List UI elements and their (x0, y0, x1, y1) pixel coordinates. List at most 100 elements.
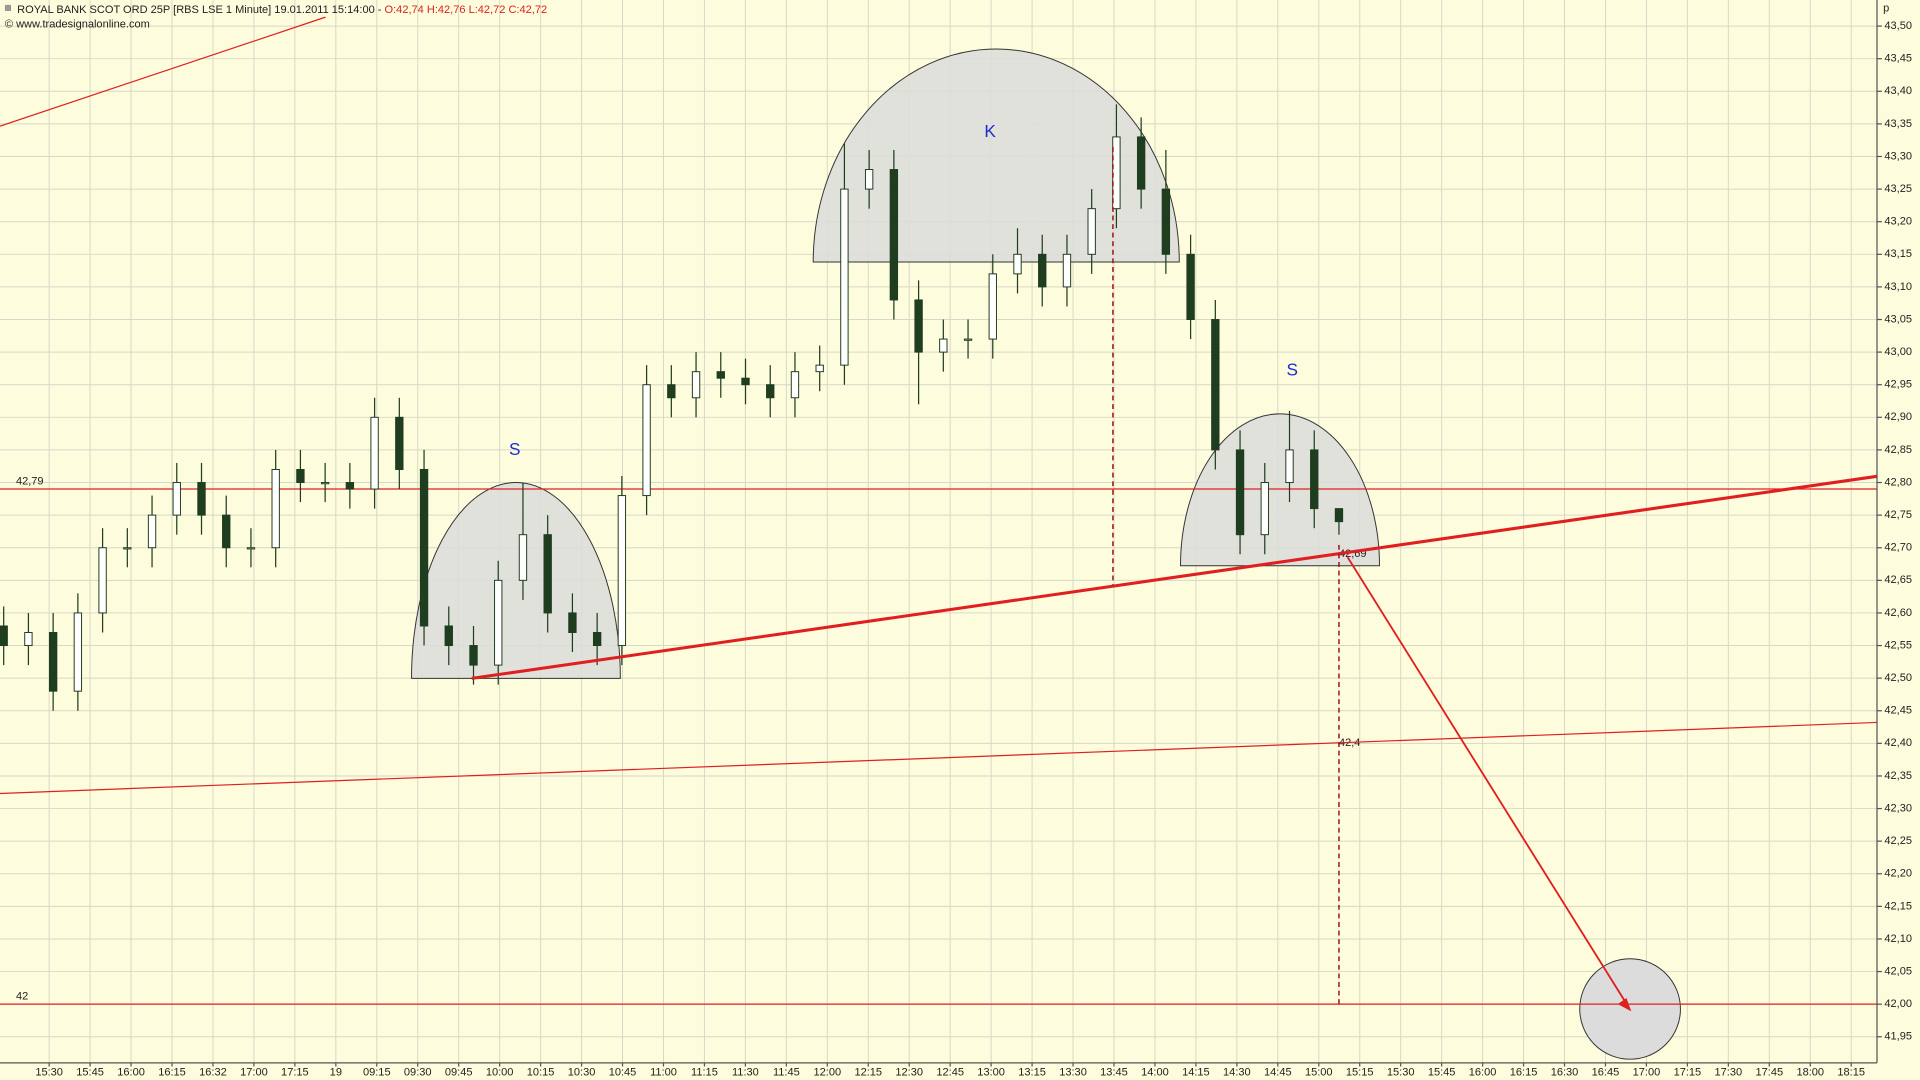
neckline (471, 474, 1878, 680)
y-tick-label: 43,45 (1884, 53, 1912, 65)
x-tick-label: 19 (330, 1067, 342, 1079)
pattern-label: S (1287, 360, 1298, 380)
x-tick-label: 15:30 (35, 1067, 63, 1079)
x-tick-label: 16:15 (1510, 1067, 1538, 1079)
x-tick-label: 18:15 (1837, 1067, 1865, 1079)
arrow-head (1617, 997, 1632, 1012)
candle-body (1161, 188, 1171, 255)
candle-body (815, 364, 824, 373)
candle-body (98, 547, 107, 614)
candle-body (988, 273, 997, 340)
candle-body (1334, 508, 1344, 523)
x-tick-label: 09:30 (404, 1067, 432, 1079)
x-tick-label: 11:15 (691, 1067, 718, 1079)
candle-body (716, 371, 725, 379)
y-tick-label: 42,35 (1884, 770, 1912, 782)
x-tick-label: 15:45 (1428, 1067, 1456, 1079)
candle-body (889, 169, 899, 301)
levels: 42,79 42 42,69 42,4 (0, 476, 1878, 1005)
candle-body (568, 612, 577, 633)
title-text: ROYAL BANK SCOT ORD 25P [RBS LSE 1 Minut… (17, 4, 384, 16)
x-tick-label: 13:00 (977, 1067, 1005, 1079)
price-label: 42,69 (1339, 548, 1367, 560)
candle-body (48, 632, 58, 692)
candle-body (0, 625, 8, 647)
y-tick-label: 42,75 (1884, 509, 1912, 521)
candle-body (172, 482, 181, 516)
x-tick-label: 11:30 (732, 1067, 759, 1079)
candle-body (617, 495, 627, 647)
candle-body (914, 299, 923, 353)
y-tick-label: 42,40 (1884, 737, 1912, 749)
x-tick-label: 11:00 (650, 1067, 677, 1079)
x-tick-label: 17:00 (1633, 1067, 1661, 1079)
candle-body (370, 416, 379, 490)
x-tick-label: 10:00 (486, 1067, 514, 1079)
y-tick-label: 42,95 (1884, 379, 1912, 391)
candle-body (1285, 449, 1294, 484)
x-tick-label: 10:30 (568, 1067, 596, 1079)
candle-body (444, 625, 453, 647)
x-tick-label: 16:45 (1592, 1067, 1620, 1079)
candle-body (296, 468, 305, 484)
candle-body (73, 612, 83, 692)
level-label: 42 (16, 991, 28, 1003)
y-tick-label: 42,50 (1884, 672, 1912, 684)
x-tick-label: 16:15 (158, 1067, 186, 1079)
y-tick-label: 42,30 (1884, 802, 1912, 814)
price-label: 42,4 (1339, 737, 1360, 749)
candle-body (642, 384, 651, 497)
candle-body (1211, 319, 1220, 451)
x-tick-label: 15:30 (1387, 1067, 1415, 1079)
target-arrow (1346, 556, 1626, 1003)
x-tick-label: 13:30 (1059, 1067, 1087, 1079)
candle-body (123, 547, 132, 550)
candles (0, 104, 1344, 711)
candle-body (419, 468, 429, 627)
y-tick-label: 43,30 (1884, 150, 1912, 162)
y-tick-label: 42,55 (1884, 639, 1912, 651)
x-tick-label: 14:15 (1182, 1067, 1210, 1079)
x-tick-label: 09:15 (363, 1067, 391, 1079)
x-tick-label: 15:00 (1305, 1067, 1333, 1079)
y-tick-label: 42,60 (1884, 607, 1912, 619)
candle-body (1260, 482, 1269, 536)
pattern-label: K (984, 121, 996, 141)
y-tick-label: 43,25 (1884, 183, 1912, 195)
y-tick-label: 42,90 (1884, 411, 1912, 423)
y-unit: p (1883, 2, 1889, 14)
chart-title: ROYAL BANK SCOT ORD 25P [RBS LSE 1 Minut… (17, 4, 547, 16)
x-tick-label: 17:30 (1715, 1067, 1743, 1079)
candle-body (741, 377, 750, 386)
x-tick-label: 14:45 (1264, 1067, 1292, 1079)
x-tick-label: 17:00 (240, 1067, 268, 1079)
candle-body (469, 645, 478, 666)
y-tick-label: 42,10 (1884, 933, 1912, 945)
candle-body (1062, 253, 1072, 288)
x-tick-label: 12:45 (936, 1067, 964, 1079)
candle-body (840, 188, 849, 366)
candle-body (1013, 253, 1022, 275)
y-tick-label: 42,25 (1884, 835, 1912, 847)
y-tick-label: 42,70 (1884, 542, 1912, 554)
y-tick-label: 43,35 (1884, 118, 1912, 130)
y-tick-label: 42,45 (1884, 705, 1912, 717)
ohlc-text: O:42,74 H:42,76 L:42,72 C:42,72 (385, 4, 548, 16)
y-axis-area (1877, 0, 1920, 1080)
level-label: 42,79 (16, 476, 44, 488)
y-tick-label: 43,00 (1884, 346, 1912, 358)
y-tick-label: 41,95 (1884, 1031, 1912, 1043)
x-tick-label: 12:00 (813, 1067, 841, 1079)
x-tick-label: 13:15 (1018, 1067, 1046, 1079)
candle-body (1186, 253, 1195, 320)
x-tick-label: 16:00 (117, 1067, 145, 1079)
candle-body (222, 514, 231, 549)
x-tick-label: 16:32 (199, 1067, 227, 1079)
y-tick-label: 42,80 (1884, 476, 1912, 488)
x-axis-area (0, 1062, 1920, 1080)
candle-body (592, 632, 602, 647)
candle-body (271, 468, 280, 549)
x-tick-label: 13:45 (1100, 1067, 1128, 1079)
y-tick-label: 42,15 (1884, 900, 1912, 912)
